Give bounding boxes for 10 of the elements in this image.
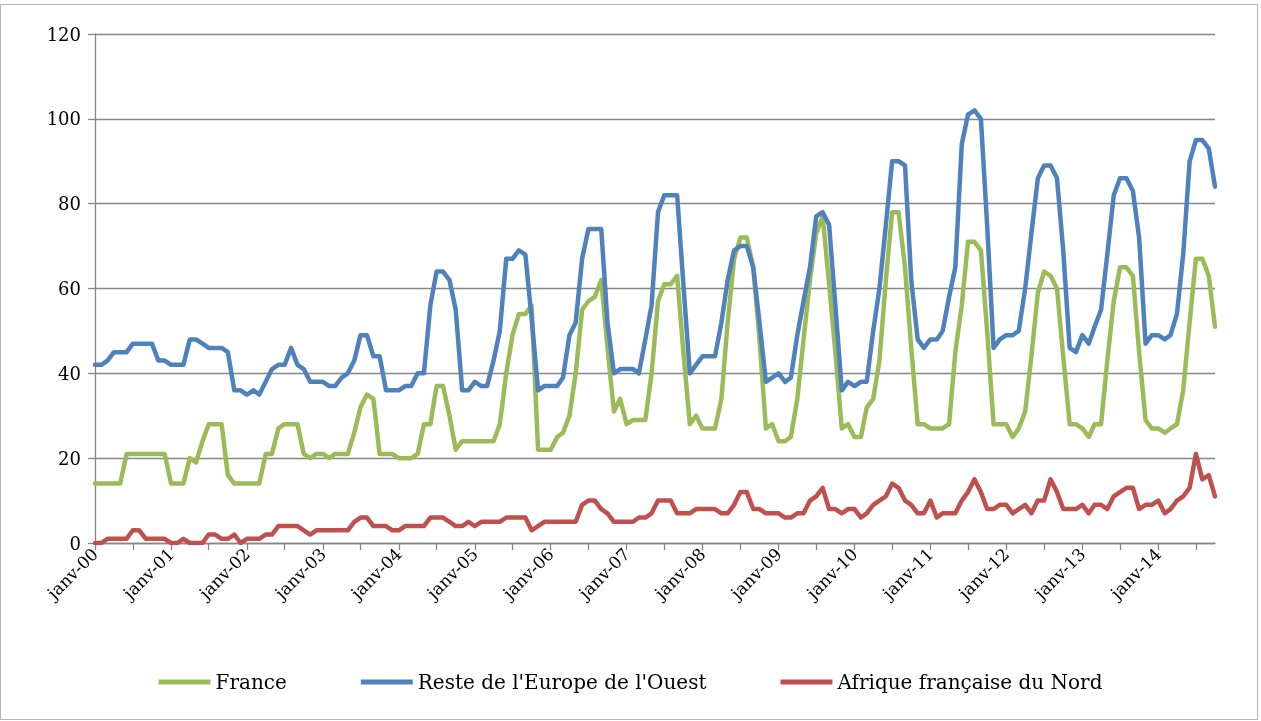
y-tick-label: 0	[69, 532, 81, 554]
y-tick-label: 40	[58, 362, 81, 384]
y-tick-label: 80	[58, 193, 81, 215]
y-tick-label: 60	[58, 278, 81, 299]
y-tick-label: 20	[58, 447, 81, 469]
legend-label: Afrique française du Nord	[836, 670, 1103, 694]
y-tick-label: 120	[46, 23, 81, 45]
y-tick-label: 100	[46, 108, 81, 130]
legend-label: France	[215, 670, 287, 694]
legend-label: Reste de l'Europe de l'Ouest	[417, 670, 707, 694]
